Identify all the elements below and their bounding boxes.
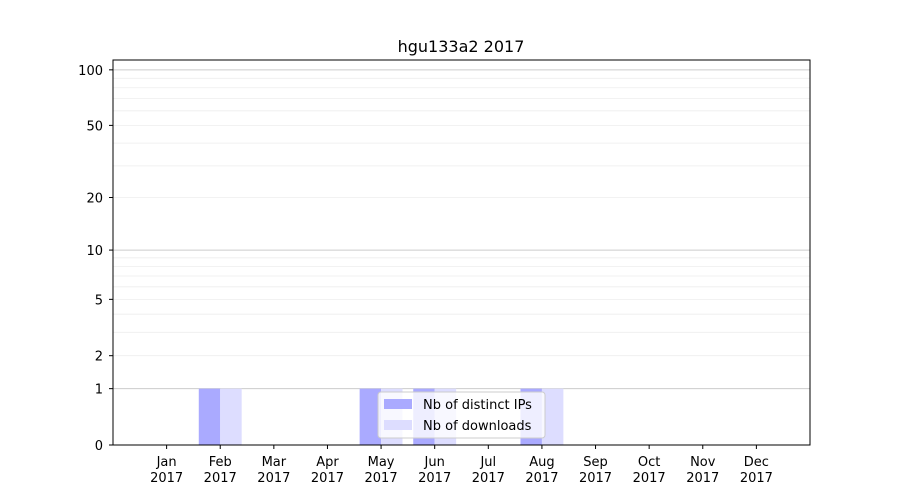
legend: Nb of distinct IPs Nb of downloads xyxy=(377,391,546,439)
x-tick-label: Jul 2017 xyxy=(472,455,505,486)
y-tick-label: 50 xyxy=(86,119,103,134)
x-tick-label: Sep 2017 xyxy=(579,455,612,486)
bar-ips xyxy=(359,388,382,445)
bar-ips xyxy=(198,388,221,445)
x-tick-label: Mar 2017 xyxy=(257,455,290,486)
y-tick-label: 0 xyxy=(95,439,103,454)
grid xyxy=(113,69,810,390)
x-tick-label: Apr 2017 xyxy=(311,455,344,486)
legend-swatch-ips xyxy=(384,399,412,409)
plot-frame xyxy=(112,59,811,446)
x-tick-label: Nov 2017 xyxy=(686,455,719,486)
legend-label-downloads: Nb of downloads xyxy=(423,419,532,434)
legend-swatch-downloads xyxy=(384,420,412,430)
x-tick-label: Dec 2017 xyxy=(740,455,773,486)
legend-label-ips: Nb of distinct IPs xyxy=(423,398,532,413)
y-tick-label: 10 xyxy=(86,244,103,259)
x-tick-label: Oct 2017 xyxy=(633,455,666,486)
bar-downloads xyxy=(220,388,242,445)
y-tick-label: 20 xyxy=(86,192,103,207)
x-tick-label: Jun 2017 xyxy=(418,455,451,486)
legend-box xyxy=(377,391,546,439)
y-tick-label: 2 xyxy=(95,350,103,365)
y-tick-label: 1 xyxy=(95,383,103,398)
x-tick-label: Aug 2017 xyxy=(525,455,558,486)
x-tick-label: May 2017 xyxy=(365,455,398,486)
x-tick-label: Feb 2017 xyxy=(204,455,237,486)
x-axis: Jan 2017 Feb 2017 Mar 2017 Apr 2017 May 2017 Jun 20… xyxy=(150,445,773,486)
chart-title: hgu133a2 2017 xyxy=(398,37,525,56)
y-tick-label: 100 xyxy=(78,64,103,79)
y-tick-label: 5 xyxy=(95,293,103,308)
y-axis: 0 1 2 5 10 20 50 100 xyxy=(78,64,113,454)
x-tick-label: Jan 2017 xyxy=(150,455,183,486)
bar-downloads xyxy=(541,388,564,445)
